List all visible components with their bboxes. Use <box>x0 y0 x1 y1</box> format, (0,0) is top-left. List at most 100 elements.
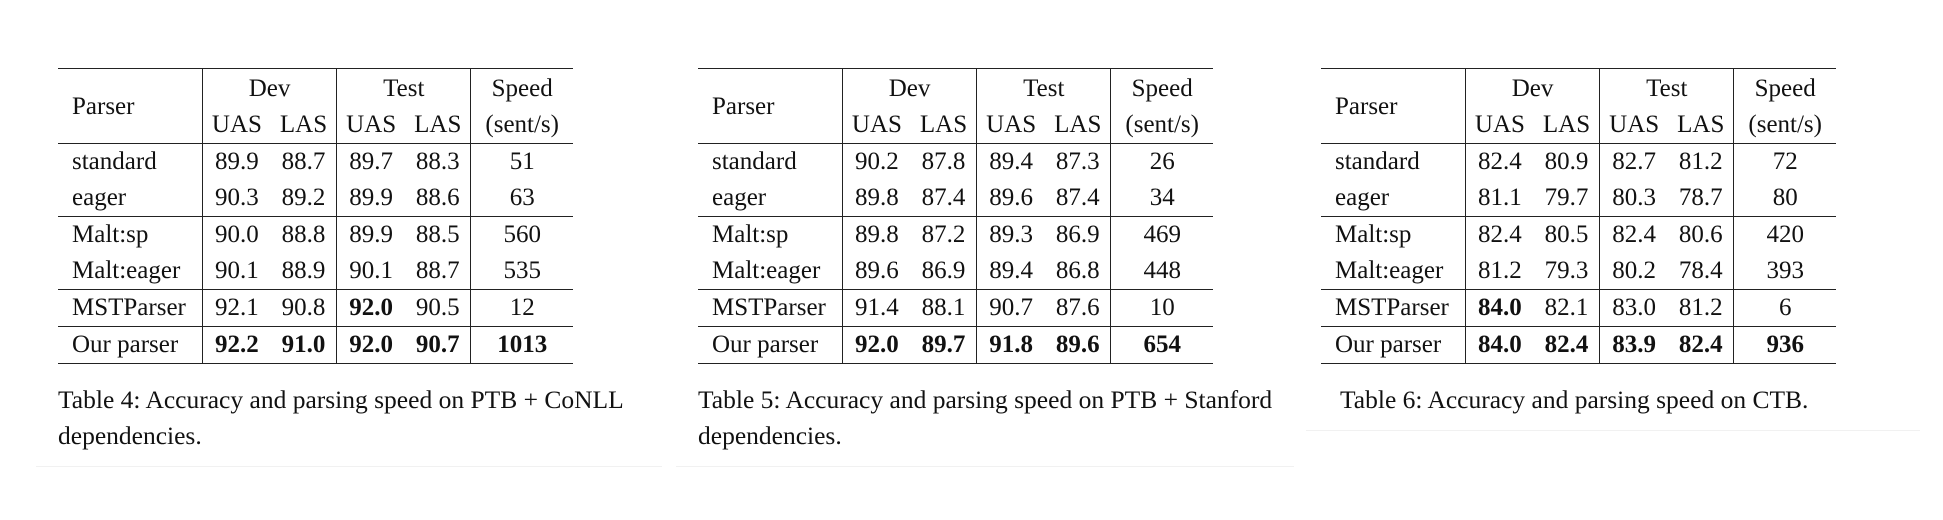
dev-uas-cell: 92.2 <box>202 326 271 364</box>
test-uas-cell: 89.6 <box>989 184 1034 211</box>
test-uas-cell: 91.8 <box>976 326 1046 364</box>
test-uas-cell: 89.4 <box>989 257 1034 284</box>
test-las-cell: 87.6 <box>1045 289 1112 327</box>
speed-cell: 936 <box>1733 326 1836 364</box>
dev-uas-cell: 90.3 <box>215 184 259 211</box>
dev-uas-cell: 92.1 <box>202 289 271 327</box>
speed-column-header: Speed <box>1131 75 1193 102</box>
test-uas-header: UAS <box>346 111 397 138</box>
dev-las-cell: 87.2 <box>910 216 978 253</box>
parser-name-cell: Malt:eager <box>698 253 843 290</box>
test-las-header: LAS <box>1668 107 1735 144</box>
dev-group-header: Dev <box>1465 68 1601 107</box>
results-table: Parser Dev Test Speed UAS LAS UAS LAS (s… <box>698 68 1213 364</box>
table-6-panel: Parser Dev Test Speed UAS LAS UAS LAS (s… <box>1306 68 1920 431</box>
test-uas-cell: 89.4 <box>976 143 1046 180</box>
test-uas-header: UAS <box>1609 111 1660 138</box>
table-row: standard 82.4 80.9 82.7 81.2 72 <box>1321 143 1836 180</box>
test-las-cell: 88.3 <box>405 143 472 180</box>
speed-cell: 469 <box>1110 216 1213 253</box>
dev-las-cell: 88.1 <box>910 289 978 327</box>
header-row-groups: Parser Dev Test Speed <box>58 68 573 144</box>
parser-name-cell: Malt:sp <box>58 216 203 253</box>
speed-cell: 6 <box>1733 289 1836 327</box>
speed-unit-header: (sent/s) <box>1748 111 1822 138</box>
speed-cell: 26 <box>1110 143 1213 180</box>
dev-las-cell: 86.9 <box>910 253 978 290</box>
test-uas-cell: 90.1 <box>349 257 394 284</box>
parser-name-cell: Malt:sp <box>1321 216 1466 253</box>
test-uas-cell: 80.3 <box>1612 184 1657 211</box>
test-uas-cell: 80.2 <box>1612 257 1657 284</box>
parser-name-cell: eager <box>1321 180 1466 217</box>
speed-cell: 448 <box>1143 257 1181 284</box>
header-row-groups: Parser Dev Test Speed <box>1321 68 1836 144</box>
dev-uas-cell: 89.8 <box>842 216 911 253</box>
speed-cell: 72 <box>1733 143 1836 180</box>
parser-name-cell: MSTParser <box>58 289 203 327</box>
dev-las-header: LAS <box>1533 107 1601 144</box>
test-las-cell: 86.8 <box>1045 253 1112 290</box>
test-uas-cell: 82.4 <box>1599 216 1669 253</box>
test-group-header: Test <box>976 68 1112 107</box>
parser-name-cell: Malt:eager <box>58 253 203 290</box>
table-row: Our parser 92.2 91.0 92.0 90.7 1013 <box>58 326 573 364</box>
dev-group-header: Dev <box>202 68 338 107</box>
parser-column-header: Parser <box>1321 68 1466 144</box>
table-row: eager 90.3 89.2 89.9 88.6 63 <box>58 180 573 217</box>
speed-cell: 34 <box>1149 184 1175 211</box>
dev-uas-cell: 90.0 <box>202 216 271 253</box>
test-las-cell: 87.4 <box>1045 180 1112 217</box>
dev-las-cell: 87.4 <box>910 180 978 217</box>
dev-uas-cell: 92.0 <box>842 326 911 364</box>
test-las-cell: 88.6 <box>405 180 472 217</box>
speed-cell: 12 <box>470 289 573 327</box>
table-row: standard 90.2 87.8 89.4 87.3 26 <box>698 143 1213 180</box>
table-caption: Table 4: Accuracy and parsing speed on P… <box>36 382 662 467</box>
parser-name-cell: standard <box>58 143 203 180</box>
table-row: MSTParser 91.4 88.1 90.7 87.6 10 <box>698 289 1213 327</box>
parser-name-cell: Our parser <box>698 326 843 364</box>
speed-cell: 1013 <box>470 326 573 364</box>
table-row: standard 89.9 88.7 89.7 88.3 51 <box>58 143 573 180</box>
table-row: Malt:sp 82.4 80.5 82.4 80.6 420 <box>1321 216 1836 253</box>
dev-las-cell: 89.7 <box>910 326 978 364</box>
speed-column-header: Speed <box>1754 75 1816 102</box>
dev-uas-cell: 84.0 <box>1465 289 1534 327</box>
test-las-cell: 80.6 <box>1668 216 1735 253</box>
test-uas-cell: 92.0 <box>336 326 406 364</box>
dev-uas-cell: 90.1 <box>215 257 259 284</box>
parser-name-cell: Malt:eager <box>1321 253 1466 290</box>
dev-uas-header: UAS <box>851 111 902 138</box>
table-row: Malt:eager 89.6 86.9 89.4 86.8 448 <box>698 253 1213 290</box>
test-las-cell: 78.7 <box>1668 180 1735 217</box>
dev-uas-cell: 84.0 <box>1465 326 1534 364</box>
speed-column-header: Speed <box>491 75 553 102</box>
test-las-cell: 82.4 <box>1668 326 1735 364</box>
speed-cell: 535 <box>503 257 541 284</box>
header-row-groups: Parser Dev Test Speed <box>698 68 1213 144</box>
parser-name-cell: MSTParser <box>1321 289 1466 327</box>
table-4-panel: Parser Dev Test Speed UAS LAS UAS LAS (s… <box>36 68 662 467</box>
speed-cell: 654 <box>1110 326 1213 364</box>
test-uas-header: UAS <box>986 111 1037 138</box>
test-uas-cell: 89.7 <box>336 143 406 180</box>
dev-uas-cell: 81.2 <box>1478 257 1522 284</box>
test-las-cell: 88.5 <box>405 216 472 253</box>
test-las-cell: 90.5 <box>405 289 472 327</box>
dev-las-cell: 88.7 <box>270 143 338 180</box>
parser-name-cell: standard <box>698 143 843 180</box>
dev-uas-header: UAS <box>1474 111 1525 138</box>
speed-cell: 80 <box>1772 184 1798 211</box>
test-uas-cell: 89.3 <box>976 216 1046 253</box>
dev-las-cell: 87.8 <box>910 143 978 180</box>
parser-name-cell: Malt:sp <box>698 216 843 253</box>
dev-las-cell: 91.0 <box>270 326 338 364</box>
dev-las-cell: 80.5 <box>1533 216 1601 253</box>
test-uas-cell: 92.0 <box>336 289 406 327</box>
table-row: Malt:sp 89.8 87.2 89.3 86.9 469 <box>698 216 1213 253</box>
test-las-cell: 86.9 <box>1045 216 1112 253</box>
header-row-metrics: UAS LAS UAS LAS (sent/s) <box>58 107 573 144</box>
parser-column-header: Parser <box>58 68 203 144</box>
test-uas-cell: 89.9 <box>349 184 394 211</box>
